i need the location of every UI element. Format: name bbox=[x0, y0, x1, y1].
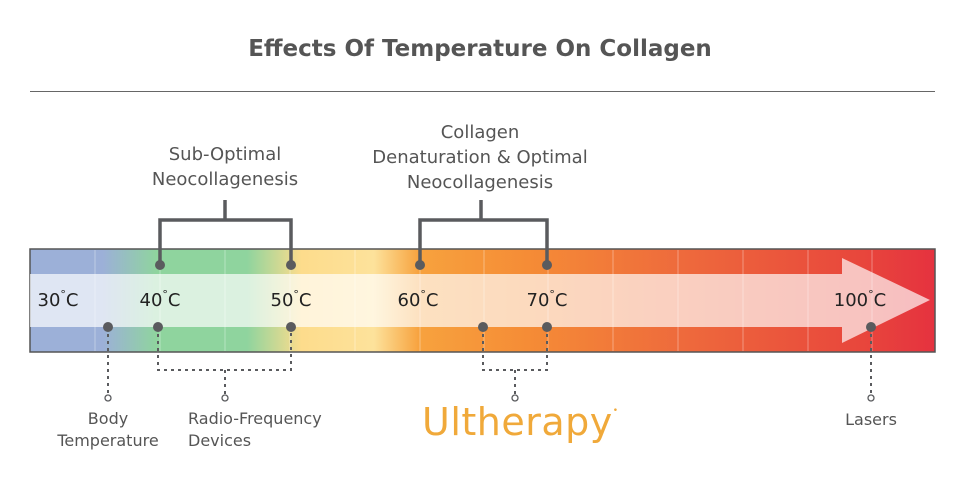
dotted-connectors bbox=[107, 327, 872, 394]
rf-line1: Radio-Frequency bbox=[188, 409, 322, 428]
optimal-line1: Collagen bbox=[440, 122, 520, 143]
temp-30: 30°C bbox=[37, 288, 79, 311]
body-line1: Body bbox=[87, 409, 129, 428]
temp-70: 70°C bbox=[526, 288, 568, 311]
rf-devices-label: Radio-Frequency Devices bbox=[188, 408, 322, 452]
page-title: Effects Of Temperature On Collagen bbox=[248, 36, 712, 62]
temp-40: 40°C bbox=[139, 288, 181, 311]
optimal-bracket bbox=[418, 218, 549, 265]
optimal-line2: Denaturation & Optimal bbox=[372, 147, 588, 168]
sub-optimal-line1: Sub-Optimal bbox=[168, 144, 282, 165]
optimal-label: Collagen Denaturation & Optimal Neocolla… bbox=[360, 120, 600, 195]
temp-60: 60°C bbox=[397, 288, 439, 311]
brackets bbox=[158, 200, 549, 265]
temp-50: 50°C bbox=[270, 288, 312, 311]
title-divider bbox=[30, 91, 935, 92]
open-circles bbox=[104, 394, 875, 402]
optimal-line3: Neocollagenesis bbox=[406, 172, 554, 193]
markers bbox=[103, 260, 876, 332]
ultherapy-logo: Ultherapy• bbox=[422, 400, 619, 444]
body-line2: Temperature bbox=[57, 431, 159, 450]
lasers-label: Lasers bbox=[845, 410, 897, 429]
rf-line2: Devices bbox=[188, 431, 252, 450]
sub-optimal-label: Sub-Optimal Neocollagenesis bbox=[125, 142, 325, 192]
sub-optimal-line2: Neocollagenesis bbox=[151, 169, 299, 190]
arrow bbox=[30, 258, 930, 343]
body-temperature-label: Body Temperature bbox=[48, 408, 168, 452]
temp-100: 100°C bbox=[833, 288, 887, 311]
